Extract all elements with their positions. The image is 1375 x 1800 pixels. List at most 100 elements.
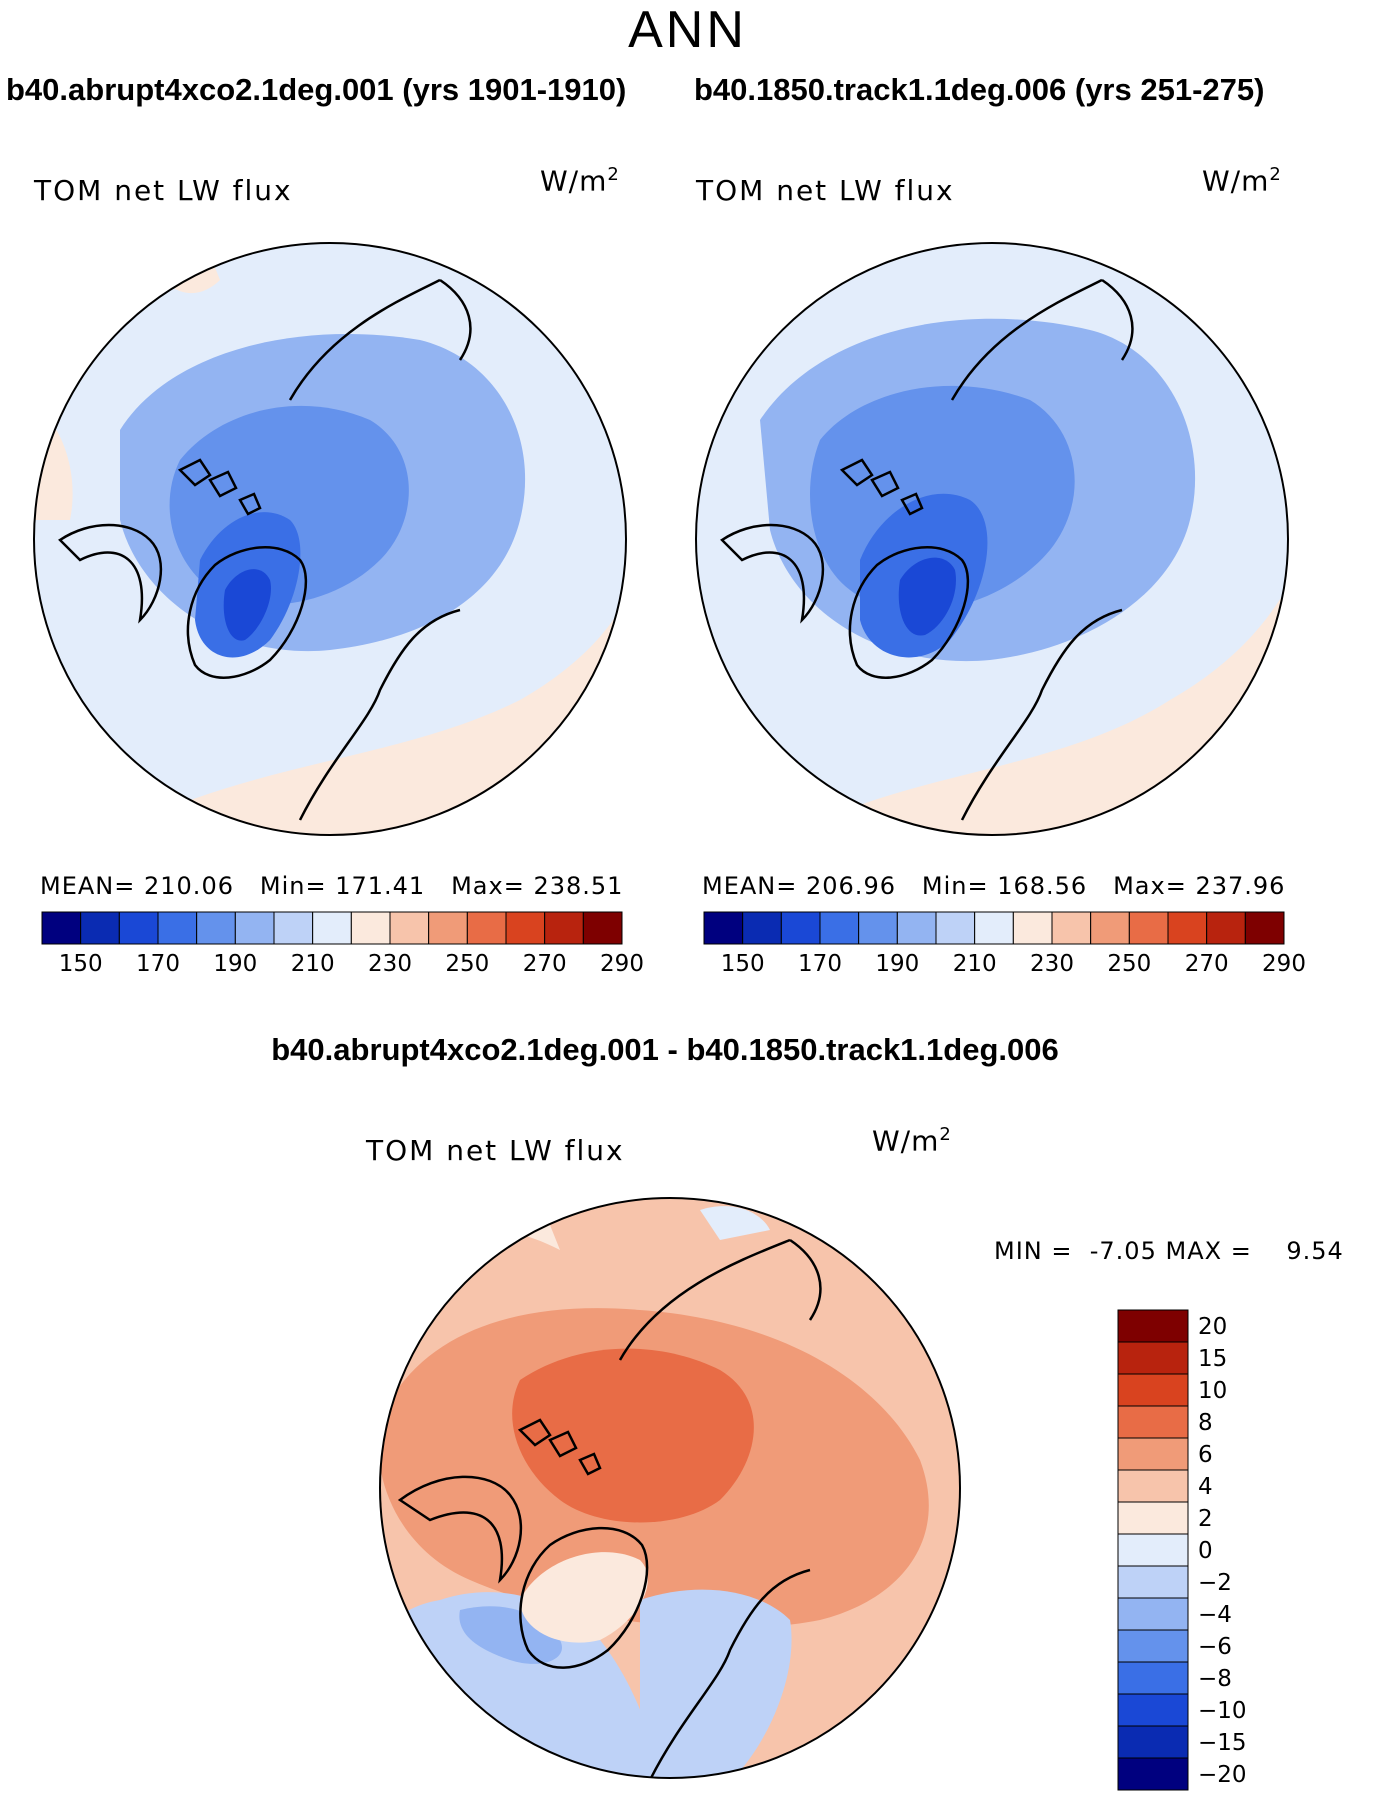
colorbar-tick-label: 250 <box>445 951 490 977</box>
colorbar-swatch <box>742 911 782 945</box>
diff-colorbar-swatch <box>1117 1629 1189 1663</box>
panel1-warm-band-north <box>140 243 220 293</box>
panel1-case-title: b40.abrupt4xco2.1deg.001 (yrs 1901-1910) <box>6 72 627 107</box>
season-title: ANN <box>628 1 747 59</box>
panel1-map-border <box>33 242 627 836</box>
colorbar-tick-label: 210 <box>290 951 335 977</box>
diff-colorbar-swatch <box>1117 1533 1189 1567</box>
panel2-colorbar <box>703 911 1285 945</box>
colorbar-swatch <box>312 911 352 945</box>
diff-colorbar-swatch <box>1117 1373 1189 1407</box>
panel1-band-180 <box>169 405 409 605</box>
colorbar-tick-label: 190 <box>875 951 920 977</box>
colorbar-swatch <box>1167 911 1208 945</box>
panel2-case-title: b40.1850.track1.1deg.006 (yrs 251-275) <box>694 72 1265 107</box>
colorbar-swatch <box>428 911 468 945</box>
colorbar-swatch <box>858 911 898 945</box>
diff-colorbar-tick-label: 6 <box>1198 1442 1213 1468</box>
diff-colorbar-tick-label: −8 <box>1198 1666 1232 1692</box>
diff-band-cool-deep <box>459 1606 562 1664</box>
colorbar-tick-label: 290 <box>600 951 644 977</box>
colorbar-swatch <box>118 911 159 945</box>
panel1-coast-americas <box>58 523 163 624</box>
colorbar-tick-label: 230 <box>368 951 412 977</box>
panel2-band-160 <box>898 557 956 636</box>
diff-colorbar <box>1117 1309 1189 1791</box>
panel1-variable-label: TOM net LW flux <box>34 174 293 207</box>
diff-colorbar-swatch <box>1117 1501 1189 1535</box>
panel2-coast-eurasia <box>950 278 1134 821</box>
colorbar-swatch <box>1090 911 1130 945</box>
diff-colorbar-swatch <box>1117 1437 1189 1471</box>
panel1-band-190 <box>120 334 526 652</box>
colorbar-swatch <box>80 911 120 945</box>
panel2-colorbar-ticks: 150 170 190 210 230 250 270 290 <box>704 951 1306 981</box>
colorbar-swatch <box>196 911 236 945</box>
colorbar-swatch <box>1051 911 1092 945</box>
panel1-warm-band-south <box>34 560 626 835</box>
diff-band-light-north <box>420 1200 560 1250</box>
colorbar-tick-label: 170 <box>136 951 180 977</box>
diff-case-title: b40.abrupt4xco2.1deg.001 - b40.1850.trac… <box>271 1032 1059 1067</box>
diff-colorbar-swatch <box>1117 1469 1189 1503</box>
panel1-band-160 <box>223 569 271 641</box>
diff-colorbar-swatch <box>1117 1405 1189 1439</box>
diff-stats: MIN = -7.05 MAX = 9.54 <box>994 1237 1344 1265</box>
panel2-band-180 <box>810 385 1075 611</box>
diff-map-border <box>379 1197 961 1779</box>
colorbar-swatch <box>780 911 821 945</box>
colorbar-swatch <box>466 911 507 945</box>
colorbar-swatch <box>389 911 430 945</box>
colorbar-swatch <box>974 911 1014 945</box>
colorbar-swatch <box>703 911 744 945</box>
diff-colorbar-swatch <box>1117 1693 1189 1727</box>
diff-colorbar-tick-label: −20 <box>1198 1762 1247 1788</box>
diff-colorbar-swatch <box>1117 1341 1189 1375</box>
panel1-stats: MEAN= 210.06 Min= 171.41 Max= 238.51 <box>40 872 624 900</box>
diff-band-cool-east <box>640 1589 792 1778</box>
diff-colorbar-tick-label: −6 <box>1198 1634 1232 1660</box>
colorbar-swatch <box>819 911 860 945</box>
diff-colorbar-swatch <box>1117 1565 1189 1599</box>
diff-band-8 <box>512 1348 754 1523</box>
diff-colorbar-ticks: 20 15 10 8 6 4 2 0 −2 −4 −6 −8 −10 −15 −20 <box>1198 1310 1318 1790</box>
diff-colorbar-tick-label: −10 <box>1198 1698 1247 1724</box>
colorbar-swatch <box>41 911 82 945</box>
panel2-stats: MEAN= 206.96 Min= 168.56 Max= 237.96 <box>702 872 1286 900</box>
diff-colorbar-swatch <box>1117 1597 1189 1631</box>
diff-colorbar-swatch <box>1117 1661 1189 1695</box>
diff-colorbar-tick-label: 4 <box>1198 1474 1213 1500</box>
diff-variable-label: TOM net LW flux <box>366 1134 625 1167</box>
colorbar-swatch <box>234 911 275 945</box>
panel1-warm-band-west <box>34 400 73 520</box>
colorbar-swatch <box>273 911 314 945</box>
colorbar-tick-label: 170 <box>798 951 842 977</box>
panel2-field-base <box>696 243 1288 835</box>
diff-band-northpacific-cool <box>700 1206 770 1240</box>
panel1-colorbar-ticks: 150 170 190 210 230 250 270 290 <box>42 951 644 981</box>
diff-colorbar-tick-label: 15 <box>1198 1346 1228 1372</box>
diff-coast-eurasia <box>618 1238 822 1778</box>
colorbar-swatch <box>1244 911 1285 945</box>
colorbar-swatch <box>1206 911 1246 945</box>
panel1-unit-label: W/m2 <box>540 164 620 198</box>
panel2-warm-band-south <box>696 560 1288 835</box>
panel2-coast-americas <box>720 523 825 624</box>
diff-coast-americas <box>397 1475 523 1584</box>
diff-band-greenland-warm <box>520 1552 648 1643</box>
diff-coast-archipelago <box>517 1418 602 1476</box>
diff-colorbar-swatch <box>1117 1725 1189 1759</box>
panel2-variable-label: TOM net LW flux <box>696 174 955 207</box>
panel1-coast-eurasia <box>288 278 472 821</box>
colorbar-swatch <box>544 911 584 945</box>
colorbar-swatch <box>157 911 198 945</box>
colorbar-tick-label: 290 <box>1262 951 1306 977</box>
diff-colorbar-tick-label: 10 <box>1198 1378 1228 1404</box>
colorbar-tick-label: 270 <box>1184 951 1229 977</box>
diff-colorbar-swatch <box>1117 1309 1189 1343</box>
colorbar-swatch <box>505 911 546 945</box>
colorbar-tick-label: 150 <box>58 951 103 977</box>
panel1-coast-archipelago <box>177 458 262 516</box>
panel2-coast-greenland <box>848 546 970 679</box>
colorbar-tick-label: 230 <box>1030 951 1074 977</box>
